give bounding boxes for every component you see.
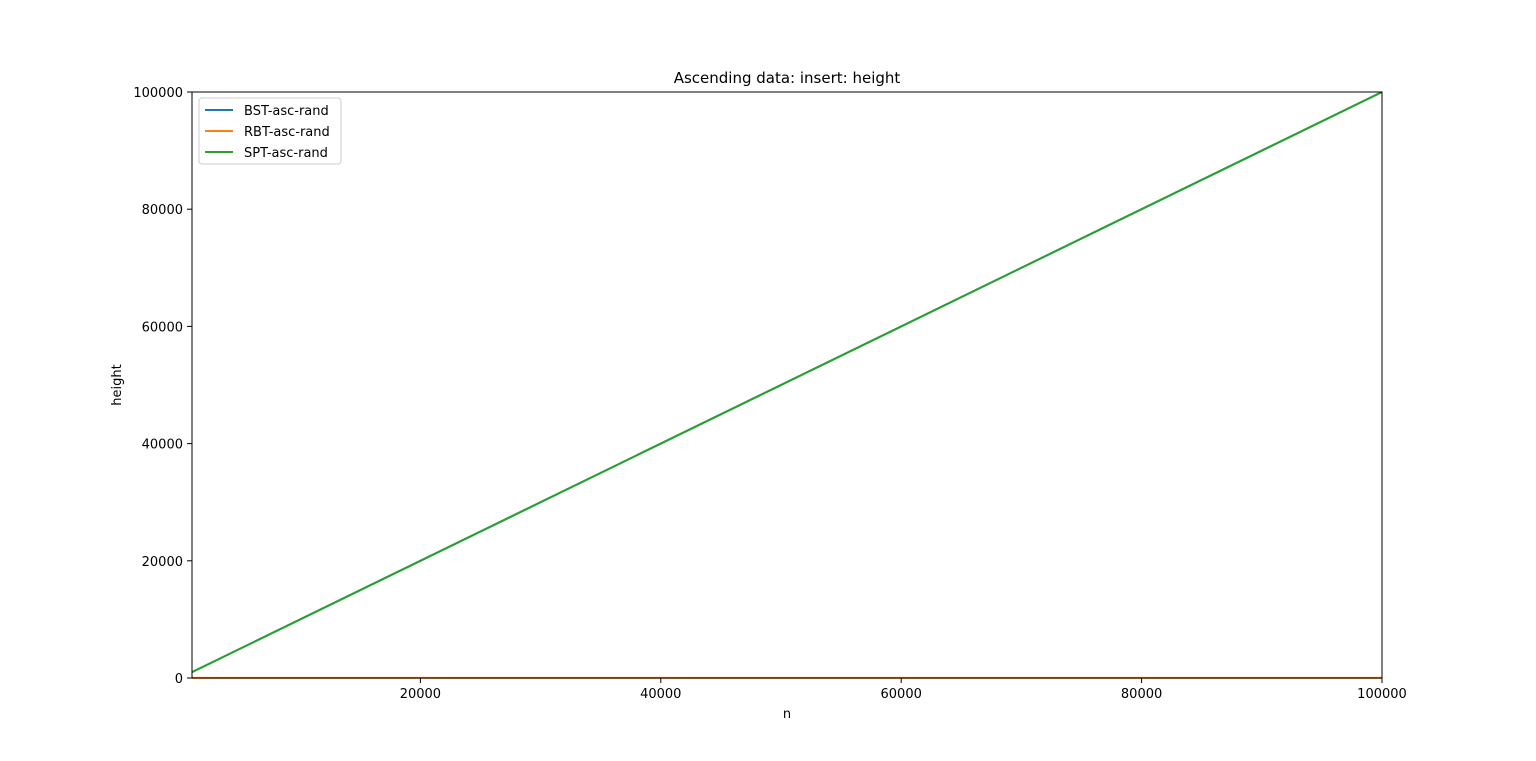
series-line-2 bbox=[191, 91, 1383, 674]
x-tick-label: 20000 bbox=[400, 687, 441, 702]
legend-box bbox=[198, 97, 342, 165]
y-tick-label: 100000 bbox=[133, 86, 183, 101]
plot-area bbox=[191, 91, 1383, 679]
y-axis: 0 20000 40000 60000 80000 100000 bbox=[133, 86, 192, 687]
y-tick-label: 40000 bbox=[142, 438, 183, 453]
x-tick-label: 80000 bbox=[1121, 687, 1162, 702]
x-tick-label: 100000 bbox=[1357, 687, 1407, 702]
legend-label-1: RBT-asc-rand bbox=[244, 125, 330, 140]
axes-frame bbox=[191, 91, 1383, 679]
x-axis-label: n bbox=[783, 707, 791, 722]
chart-title: Ascending data: insert: height bbox=[674, 69, 901, 87]
y-tick-label: 80000 bbox=[142, 203, 183, 218]
y-axis-label: height bbox=[110, 364, 125, 405]
x-axis: 20000 40000 60000 80000 100000 bbox=[400, 678, 1407, 702]
y-tick-label: 0 bbox=[175, 672, 183, 687]
legend-label-0: BST-asc-rand bbox=[244, 104, 329, 119]
legend: BST-asc-rand RBT-asc-rand SPT-asc-rand bbox=[198, 97, 342, 165]
x-tick-label: 60000 bbox=[881, 687, 922, 702]
y-tick-label: 20000 bbox=[142, 555, 183, 570]
legend-label-2: SPT-asc-rand bbox=[244, 146, 328, 161]
y-tick-label: 60000 bbox=[142, 320, 183, 335]
x-tick-label: 40000 bbox=[640, 687, 681, 702]
